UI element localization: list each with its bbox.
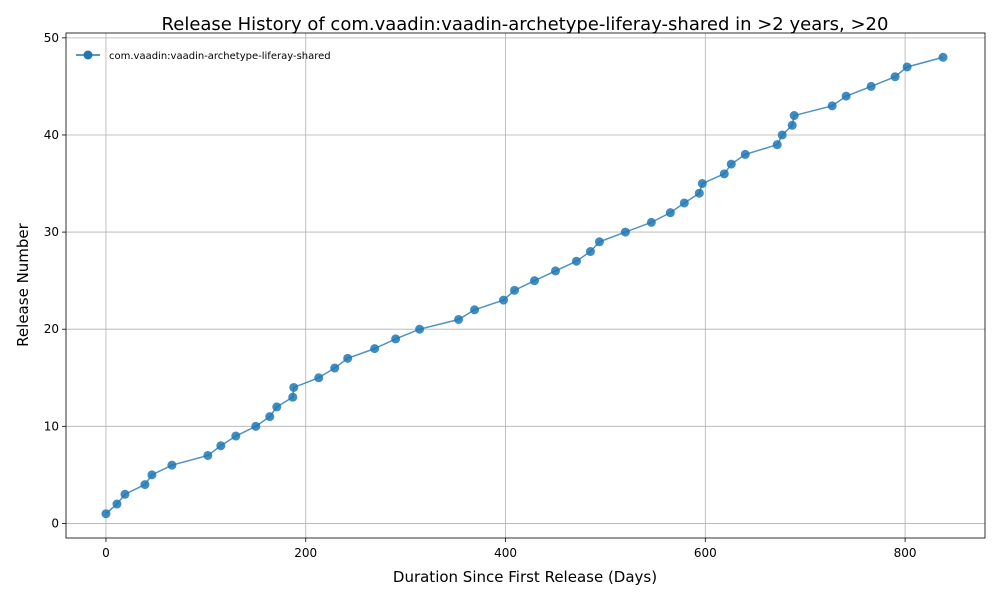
y-tick: 50 <box>44 31 66 45</box>
y-tick: 20 <box>44 322 66 336</box>
y-tick-label: 10 <box>44 419 59 433</box>
data-point <box>510 285 520 295</box>
x-tick: 400 <box>494 538 517 560</box>
y-tick-label: 40 <box>44 128 59 142</box>
data-point <box>120 489 130 499</box>
x-tick-label: 400 <box>494 546 517 560</box>
x-tick-label: 800 <box>894 546 917 560</box>
plot-area <box>101 52 948 519</box>
data-point <box>101 509 111 519</box>
data-point <box>902 62 912 72</box>
axes-frame <box>65 32 986 539</box>
data-point <box>499 295 509 305</box>
data-point <box>694 188 704 198</box>
data-point <box>646 217 656 227</box>
data-point <box>772 140 782 150</box>
data-point <box>550 266 560 276</box>
legend: com.vaadin:vaadin-archetype-liferay-shar… <box>76 50 331 62</box>
data-point <box>789 111 799 121</box>
x-tick: 800 <box>894 538 917 560</box>
legend-marker-swatch <box>83 50 93 60</box>
x-tick: 600 <box>694 538 717 560</box>
x-axis-ticks: 0 200 400 600 800 <box>102 538 917 560</box>
data-point <box>679 198 689 208</box>
x-tick: 0 <box>102 538 110 560</box>
x-tick-label: 200 <box>294 546 317 560</box>
data-point <box>289 382 299 392</box>
x-tick-label: 600 <box>694 546 717 560</box>
y-axis-ticks: 0 10 20 30 40 50 <box>44 31 66 530</box>
y-tick: 30 <box>44 225 66 239</box>
data-point <box>140 480 150 490</box>
y-tick-label: 30 <box>44 225 59 239</box>
data-point <box>391 334 401 344</box>
data-point <box>890 72 900 82</box>
x-tick: 200 <box>294 538 317 560</box>
data-point <box>841 91 851 101</box>
data-point <box>314 373 324 383</box>
data-point <box>866 81 876 91</box>
data-point <box>216 441 226 451</box>
y-axis-label: Release Number <box>14 222 32 346</box>
data-point <box>265 412 275 422</box>
data-point <box>777 130 787 140</box>
data-point <box>571 256 581 266</box>
y-tick-label: 50 <box>44 31 59 45</box>
data-point <box>147 470 157 480</box>
data-point <box>288 392 298 402</box>
data-point <box>827 101 837 111</box>
data-point <box>415 324 425 334</box>
data-point <box>470 305 480 315</box>
data-point <box>167 460 177 470</box>
data-point <box>585 247 595 257</box>
y-tick: 10 <box>44 419 66 433</box>
series-line <box>105 56 944 515</box>
data-point <box>697 179 707 189</box>
data-point <box>719 169 729 179</box>
x-tick-label: 0 <box>102 546 110 560</box>
data-point <box>112 499 122 509</box>
data-point <box>251 421 261 431</box>
data-point <box>740 149 750 159</box>
x-axis-label: Duration Since First Release (Days) <box>393 568 657 586</box>
data-point <box>726 159 736 169</box>
data-point <box>231 431 241 441</box>
grid-lines <box>66 33 985 538</box>
data-point <box>620 227 630 237</box>
data-point <box>787 120 797 130</box>
y-tick-label: 20 <box>44 322 59 336</box>
data-point <box>938 52 948 62</box>
data-point <box>594 237 604 247</box>
y-tick: 0 <box>51 516 66 530</box>
data-point <box>665 208 675 218</box>
data-point <box>370 344 380 354</box>
y-tick: 40 <box>44 128 66 142</box>
y-tick-label: 0 <box>51 516 59 530</box>
data-point <box>272 402 282 412</box>
data-point <box>454 314 464 324</box>
data-point <box>330 363 340 373</box>
data-point <box>529 276 539 286</box>
data-point <box>203 450 213 460</box>
chart-title: Release History of com.vaadin:vaadin-arc… <box>162 14 889 35</box>
legend-label: com.vaadin:vaadin-archetype-liferay-shar… <box>109 51 331 62</box>
data-point <box>343 353 353 363</box>
